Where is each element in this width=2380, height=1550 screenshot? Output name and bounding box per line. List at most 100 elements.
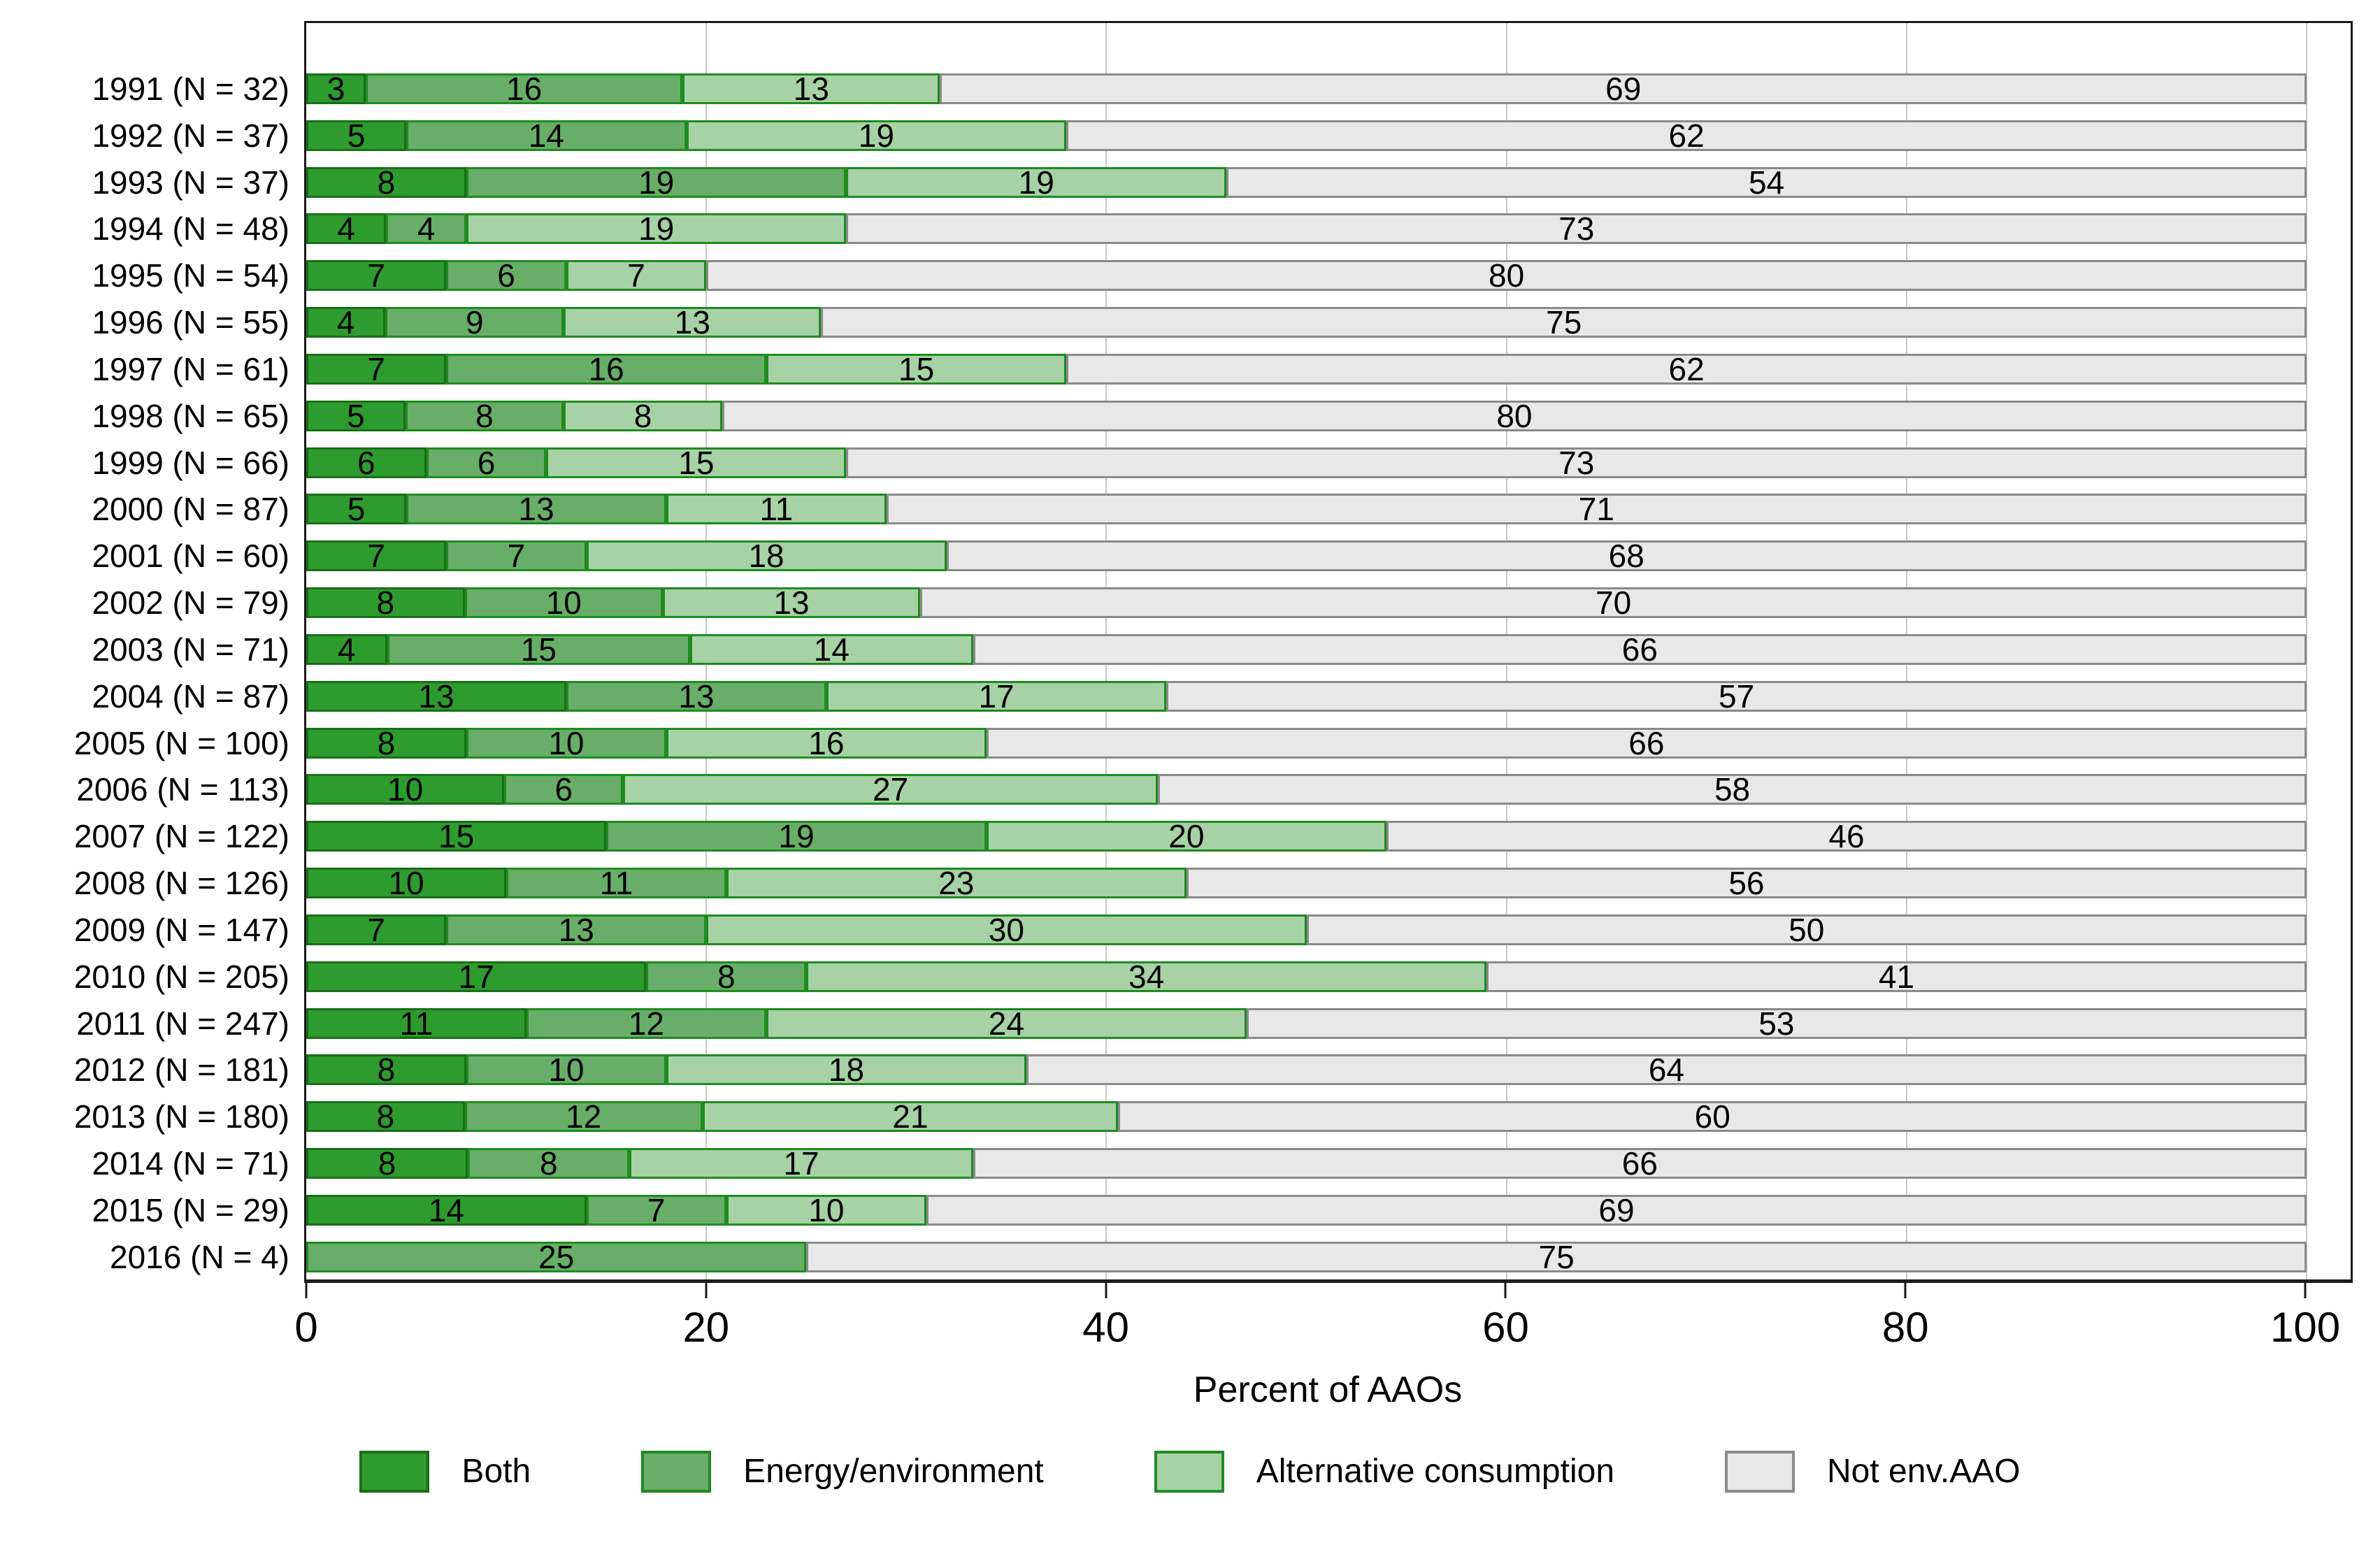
bar-segment-alternative-consumption: 15 xyxy=(766,353,1067,385)
y-axis-label: 2014 (N = 71) xyxy=(92,1145,289,1182)
y-axis-label: 2013 (N = 180) xyxy=(73,1098,289,1135)
stacked-bar: 5 8 8 80 xyxy=(306,400,2307,432)
bar-row: 2015 (N = 29) 14 7 10 69 xyxy=(92,1194,2351,1226)
bar-segment-both: 4 xyxy=(306,306,386,338)
bar-segment-energy-environment: 6 xyxy=(504,773,624,805)
bar-segment-alternative-consumption: 19 xyxy=(466,213,847,245)
stacked-bar: 25 75 xyxy=(306,1241,2307,1273)
bar-segment-energy-environment: 4 xyxy=(386,213,466,245)
y-axis-label: 2007 (N = 122) xyxy=(73,818,289,855)
bar-segment-energy-environment: 16 xyxy=(446,353,767,385)
y-axis-label: 2003 (N = 71) xyxy=(92,631,289,668)
bar-segment-alternative-consumption: 19 xyxy=(846,166,1227,199)
legend-item-both: Both xyxy=(359,1451,531,1493)
bar-row: 1997 (N = 61) 7 16 15 62 xyxy=(92,353,2351,385)
x-axis-tick-20 xyxy=(705,1283,708,1298)
x-axis-tick-label: 0 xyxy=(294,1304,318,1351)
bar-segment-not-env-aao: 60 xyxy=(1118,1100,2307,1133)
stacked-bar: 8 10 13 70 xyxy=(306,587,2307,619)
bar-row: 2013 (N = 180) 8 12 21 60 xyxy=(74,1100,2351,1133)
x-axis-tick-label: 80 xyxy=(1881,1304,1929,1351)
bar-segment-not-env-aao: 68 xyxy=(946,540,2307,572)
bar-segment-not-env-aao: 70 xyxy=(920,587,2307,619)
bar-segment-energy-environment: 7 xyxy=(446,540,587,572)
bar-segment-alternative-consumption: 24 xyxy=(766,1007,1247,1040)
bar-segment-alternative-consumption: 10 xyxy=(726,1194,926,1226)
bar-row: 1994 (N = 48) 4 4 19 73 xyxy=(92,213,2351,245)
bar-segment-both: 7 xyxy=(306,259,447,292)
y-axis-label: 1991 (N = 32) xyxy=(92,71,289,107)
bar-segment-not-env-aao: 64 xyxy=(1026,1054,2307,1086)
bar-segment-energy-environment: 13 xyxy=(406,493,666,525)
y-axis-label: 2001 (N = 60) xyxy=(92,538,289,575)
y-axis-label: 2016 (N = 4) xyxy=(110,1238,289,1275)
bar-segment-alternative-consumption: 17 xyxy=(826,680,1167,712)
bar-segment-energy-environment: 16 xyxy=(365,73,683,105)
bar-row: 2003 (N = 71) 4 15 14 66 xyxy=(92,633,2351,666)
bar-row: 2014 (N = 71) 8 8 17 66 xyxy=(92,1147,2351,1179)
bar-segment-both: 8 xyxy=(306,587,465,619)
bar-segment-both: 4 xyxy=(306,633,387,666)
bar-segment-alternative-consumption: 17 xyxy=(629,1147,973,1179)
stacked-bar: 8 19 19 54 xyxy=(306,166,2307,199)
bar-segment-not-env-aao: 66 xyxy=(986,727,2307,759)
bar-row: 2008 (N = 126) 10 11 23 56 xyxy=(74,867,2351,899)
bar-segment-not-env-aao: 75 xyxy=(806,1241,2307,1273)
bar-row: 2002 (N = 79) 8 10 13 70 xyxy=(92,587,2351,619)
x-axis-tick-label: 40 xyxy=(1082,1304,1129,1351)
plot-area: 1991 (N = 32) 3 16 13 69 1992 (N = 37) 5 14 19 62… xyxy=(74,21,2353,1283)
bar-segment-energy-environment: 25 xyxy=(306,1241,807,1273)
y-axis-label: 2010 (N = 205) xyxy=(73,958,289,995)
bar-segment-energy-environment: 8 xyxy=(646,961,807,993)
x-axis-tick-100 xyxy=(2304,1283,2307,1298)
bar-segment-alternative-consumption: 18 xyxy=(586,540,947,572)
bar-segment-energy-environment: 7 xyxy=(586,1194,726,1226)
legend-swatch-not-env-aao xyxy=(1725,1451,1795,1493)
bar-segment-not-env-aao: 62 xyxy=(1066,120,2307,152)
legend-item-alternative-consumption: Alternative consumption xyxy=(1154,1451,1614,1493)
bar-segment-alternative-consumption: 21 xyxy=(702,1100,1119,1133)
bar-segment-both: 7 xyxy=(306,914,447,946)
legend-label: Not env.AAO xyxy=(1827,1453,2021,1490)
bar-segment-both: 10 xyxy=(306,773,505,805)
bar-segment-both: 5 xyxy=(306,400,406,432)
stacked-bar: 8 8 17 66 xyxy=(306,1147,2307,1179)
y-axis-label: 2002 (N = 79) xyxy=(92,584,289,622)
bar-segment-energy-environment: 10 xyxy=(464,587,663,619)
bar-segment-both: 8 xyxy=(306,166,466,199)
bar-segment-alternative-consumption: 19 xyxy=(686,120,1067,152)
stacked-bar: 8 12 21 60 xyxy=(306,1100,2307,1133)
bar-segment-both: 8 xyxy=(306,727,466,759)
bar-segment-not-env-aao: 73 xyxy=(846,447,2307,479)
bar-segment-alternative-consumption: 14 xyxy=(690,633,973,666)
bar-segment-not-env-aao: 73 xyxy=(846,213,2307,245)
y-axis-label: 2011 (N = 247) xyxy=(76,1005,289,1042)
legend-label: Alternative consumption xyxy=(1256,1453,1615,1490)
y-axis-label: 1992 (N = 37) xyxy=(92,117,289,154)
stacked-bar: 7 6 7 80 xyxy=(306,259,2307,292)
bar-segment-alternative-consumption: 8 xyxy=(564,400,722,432)
legend-swatch-alternative-consumption xyxy=(1154,1451,1224,1493)
y-axis-label: 2004 (N = 87) xyxy=(92,677,289,715)
bar-row: 2000 (N = 87) 5 13 11 71 xyxy=(92,493,2351,525)
bar-segment-energy-environment: 19 xyxy=(466,166,847,199)
stacked-bar: 7 7 18 68 xyxy=(306,540,2307,572)
bar-row: 1992 (N = 37) 5 14 19 62 xyxy=(92,120,2351,152)
stacked-bar: 15 19 20 46 xyxy=(306,820,2307,852)
bar-segment-not-env-aao: 54 xyxy=(1226,166,2307,199)
bar-segment-both: 14 xyxy=(306,1194,587,1226)
stacked-bar: 11 12 24 53 xyxy=(306,1007,2307,1040)
bar-segment-alternative-consumption: 13 xyxy=(682,73,940,105)
bar-segment-both: 5 xyxy=(306,493,407,525)
bar-segment-both: 7 xyxy=(306,540,447,572)
bar-segment-alternative-consumption: 34 xyxy=(806,961,1486,993)
bar-segment-both: 13 xyxy=(306,680,566,712)
bar-row: 2010 (N = 205) 17 8 34 41 xyxy=(74,961,2351,993)
bar-segment-energy-environment: 9 xyxy=(385,306,564,338)
stacked-bar: 8 10 16 66 xyxy=(306,727,2307,759)
stacked-bar: 5 14 19 62 xyxy=(306,120,2307,152)
bar-row: 2011 (N = 247) 11 12 24 53 xyxy=(76,1007,2351,1040)
x-axis-tick-0 xyxy=(305,1283,308,1298)
y-axis-label: 1995 (N = 54) xyxy=(92,257,289,294)
y-axis-label: 2008 (N = 126) xyxy=(73,865,289,902)
